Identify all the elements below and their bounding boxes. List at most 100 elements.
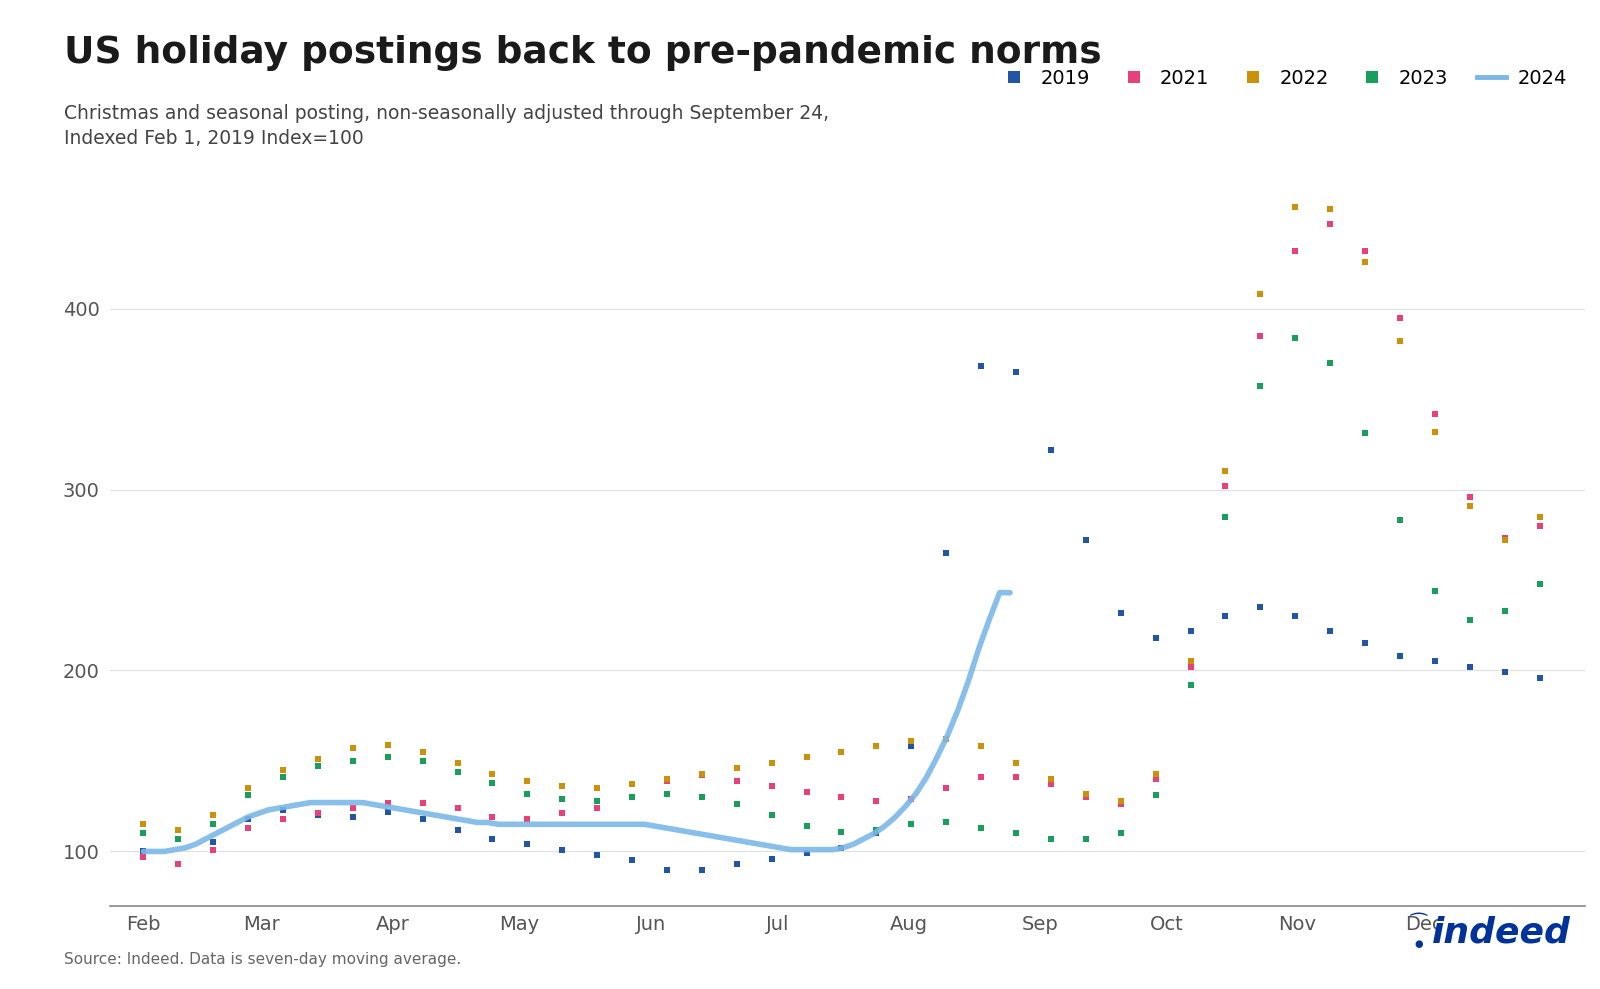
Text: US holiday postings back to pre-pandemic norms: US holiday postings back to pre-pandemic… [64,35,1102,70]
Point [794,846,819,861]
Point [1491,530,1517,546]
Point [1178,677,1203,693]
Point [1178,659,1203,674]
Point [341,800,366,816]
Point [270,769,296,785]
Point [1213,464,1238,480]
Point [270,811,296,827]
Point [758,778,784,794]
Point [341,753,366,768]
Point [445,755,470,770]
Point [1248,379,1274,395]
Point [410,753,435,768]
Point [235,811,261,827]
Point [410,811,435,827]
Point [1074,785,1099,801]
Point [829,744,854,760]
Point [1283,329,1309,345]
Point [829,789,854,805]
Point [165,856,190,872]
Point [235,780,261,796]
Point [200,807,226,823]
Point [899,739,925,755]
Point [306,752,331,767]
Point [549,791,574,807]
Point [690,861,715,877]
Point [131,844,157,859]
Point [864,739,890,755]
Point [1458,497,1483,513]
Point [968,820,994,836]
Point [1142,765,1168,781]
Point [270,802,296,818]
Point [968,359,994,375]
Point [968,739,994,755]
Point [1003,769,1029,785]
Point [1074,831,1099,847]
Point [165,822,190,838]
Point [690,767,715,783]
Point [480,765,506,781]
Point [899,733,925,749]
Point [1074,789,1099,805]
Point [1317,201,1342,217]
Point [1213,478,1238,494]
Point [584,780,610,796]
Point [549,778,574,794]
Point [584,793,610,809]
Point [1491,603,1517,619]
Point [723,796,749,812]
Point [1422,405,1448,421]
Point [374,804,400,820]
Point [723,856,749,872]
Point [480,831,506,847]
Point [654,771,680,787]
Text: ⁀: ⁀ [1411,916,1427,935]
Point [1422,654,1448,670]
Point [864,793,890,809]
Point [1526,518,1552,534]
Point [1074,532,1099,548]
Point [1107,604,1133,620]
Point [374,795,400,811]
Point [654,785,680,801]
Point [1491,665,1517,680]
Point [1178,654,1203,670]
Point [619,853,645,868]
Point [933,545,958,561]
Point [1283,608,1309,624]
Point [1003,826,1029,842]
Point [584,848,610,863]
Point [200,842,226,857]
Point [1107,826,1133,842]
Point [1352,253,1378,269]
Point [549,805,574,821]
Point [1142,630,1168,646]
Point [1142,787,1168,803]
Point [1248,286,1274,302]
Point [306,759,331,774]
Point [1107,793,1133,809]
Text: Christmas and seasonal posting, non-seasonally adjusted through September 24,
In: Christmas and seasonal posting, non-seas… [64,104,829,147]
Point [515,811,541,827]
Legend: 2019, 2021, 2022, 2023, 2024: 2019, 2021, 2022, 2023, 2024 [992,61,1576,96]
Point [1387,310,1413,325]
Point [723,761,749,776]
Point [1003,755,1029,770]
Point [968,769,994,785]
Point [794,818,819,834]
Point [1317,623,1342,639]
Point [515,773,541,789]
Point [515,837,541,853]
Point [1526,670,1552,685]
Point [1213,508,1238,524]
Point [549,842,574,857]
Point [1458,612,1483,628]
Point [515,785,541,801]
Point [933,780,958,796]
Point [410,744,435,760]
Point [794,784,819,800]
Point [1107,796,1133,812]
Point [1422,423,1448,439]
Point [1248,599,1274,615]
